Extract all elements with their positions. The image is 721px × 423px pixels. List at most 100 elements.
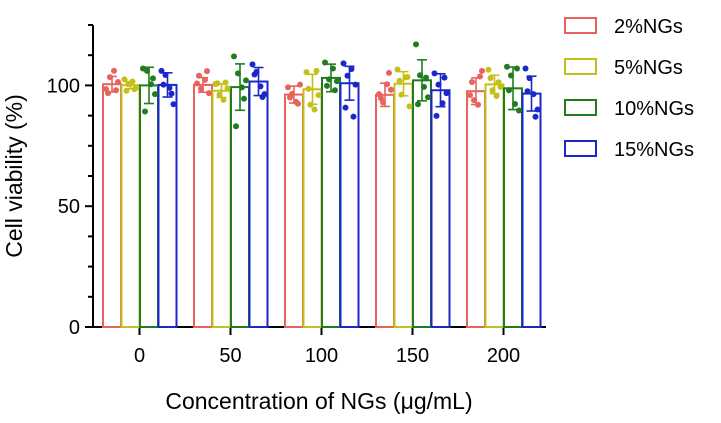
data-point: [524, 88, 531, 95]
data-point: [214, 80, 221, 87]
data-point: [344, 72, 351, 79]
legend-label: 10%NGs: [614, 98, 694, 120]
data-point: [206, 90, 212, 97]
data-point: [413, 41, 419, 48]
y-tick-label: 100: [47, 75, 80, 97]
data-point: [295, 100, 301, 107]
data-point: [477, 73, 483, 80]
bar: [321, 76, 341, 328]
data-point: [144, 67, 150, 74]
data-point: [315, 92, 322, 99]
x-axis-title: Concentration of NGs (μg/mL): [165, 388, 472, 414]
data-point: [241, 95, 247, 102]
bar: [139, 84, 159, 329]
data-point: [115, 79, 121, 86]
data-point: [388, 86, 394, 93]
data-point: [257, 83, 264, 90]
legend-swatch: [564, 17, 597, 34]
data-point: [322, 59, 328, 66]
data-point: [485, 66, 492, 73]
y-tick-label: 0: [69, 317, 80, 339]
x-tick-label: 0: [134, 345, 145, 367]
data-point: [406, 103, 413, 110]
data-point: [251, 71, 258, 78]
data-point: [160, 81, 167, 88]
data-point: [233, 123, 239, 130]
data-point: [342, 104, 349, 111]
data-point: [113, 87, 119, 94]
data-point: [204, 68, 210, 75]
bar: [393, 82, 414, 328]
data-point: [514, 65, 520, 72]
bar: [430, 89, 451, 329]
data-point: [249, 61, 256, 68]
data-point: [384, 81, 390, 88]
data-point: [131, 86, 138, 93]
data-point: [421, 83, 427, 90]
data-point: [475, 101, 481, 108]
data-point: [142, 108, 148, 115]
data-point: [332, 87, 338, 94]
data-points: [103, 41, 541, 130]
data-point: [435, 81, 442, 88]
data-point: [107, 74, 113, 81]
data-point: [198, 85, 204, 92]
data-point: [224, 85, 231, 92]
data-point: [441, 74, 448, 81]
data-point: [534, 106, 541, 113]
data-point: [220, 96, 227, 103]
bar: [211, 89, 232, 329]
legend-label: 2%NGs: [614, 16, 683, 38]
data-point: [526, 75, 533, 82]
data-point: [394, 66, 401, 73]
data-point: [287, 94, 293, 101]
data-point: [259, 93, 266, 100]
data-point: [194, 80, 200, 87]
data-point: [121, 76, 128, 83]
data-point: [516, 107, 522, 114]
data-point: [148, 81, 154, 88]
data-point: [123, 87, 130, 94]
data-point: [352, 81, 359, 88]
data-point: [433, 112, 440, 119]
legend: 2%NGs 5%NGs 10%NGs 15%NGs: [564, 16, 694, 161]
bars: [102, 58, 542, 329]
bar: [412, 79, 432, 328]
bar: [193, 83, 213, 329]
data-point: [378, 95, 384, 102]
data-point: [512, 101, 518, 108]
y-axis-title: Cell viability (%): [1, 94, 27, 258]
data-point: [431, 70, 438, 77]
data-point: [506, 87, 512, 94]
data-point: [313, 67, 320, 74]
legend-swatch: [564, 58, 597, 75]
data-point: [417, 72, 423, 79]
data-point: [469, 79, 475, 86]
data-point: [425, 94, 431, 101]
data-point: [326, 76, 332, 83]
bar: [302, 88, 323, 329]
data-point: [129, 78, 136, 85]
y-tick-label: 50: [58, 196, 80, 218]
data-point: [285, 84, 291, 91]
data-point: [170, 101, 177, 108]
data-point: [111, 67, 117, 74]
x-tick-label: 150: [396, 345, 429, 367]
data-point: [443, 90, 450, 97]
x-tick-label: 100: [305, 345, 338, 367]
data-point: [497, 83, 504, 90]
data-point: [202, 76, 208, 83]
data-point: [216, 91, 223, 98]
data-point: [166, 84, 173, 91]
data-point: [493, 93, 500, 100]
data-point: [105, 90, 111, 97]
bar: [102, 83, 122, 328]
data-point: [305, 85, 312, 92]
data-point: [479, 67, 485, 74]
data-point: [340, 60, 347, 67]
data-point: [239, 84, 245, 91]
data-point: [235, 70, 241, 77]
bar: [484, 83, 505, 329]
data-point: [243, 77, 249, 84]
